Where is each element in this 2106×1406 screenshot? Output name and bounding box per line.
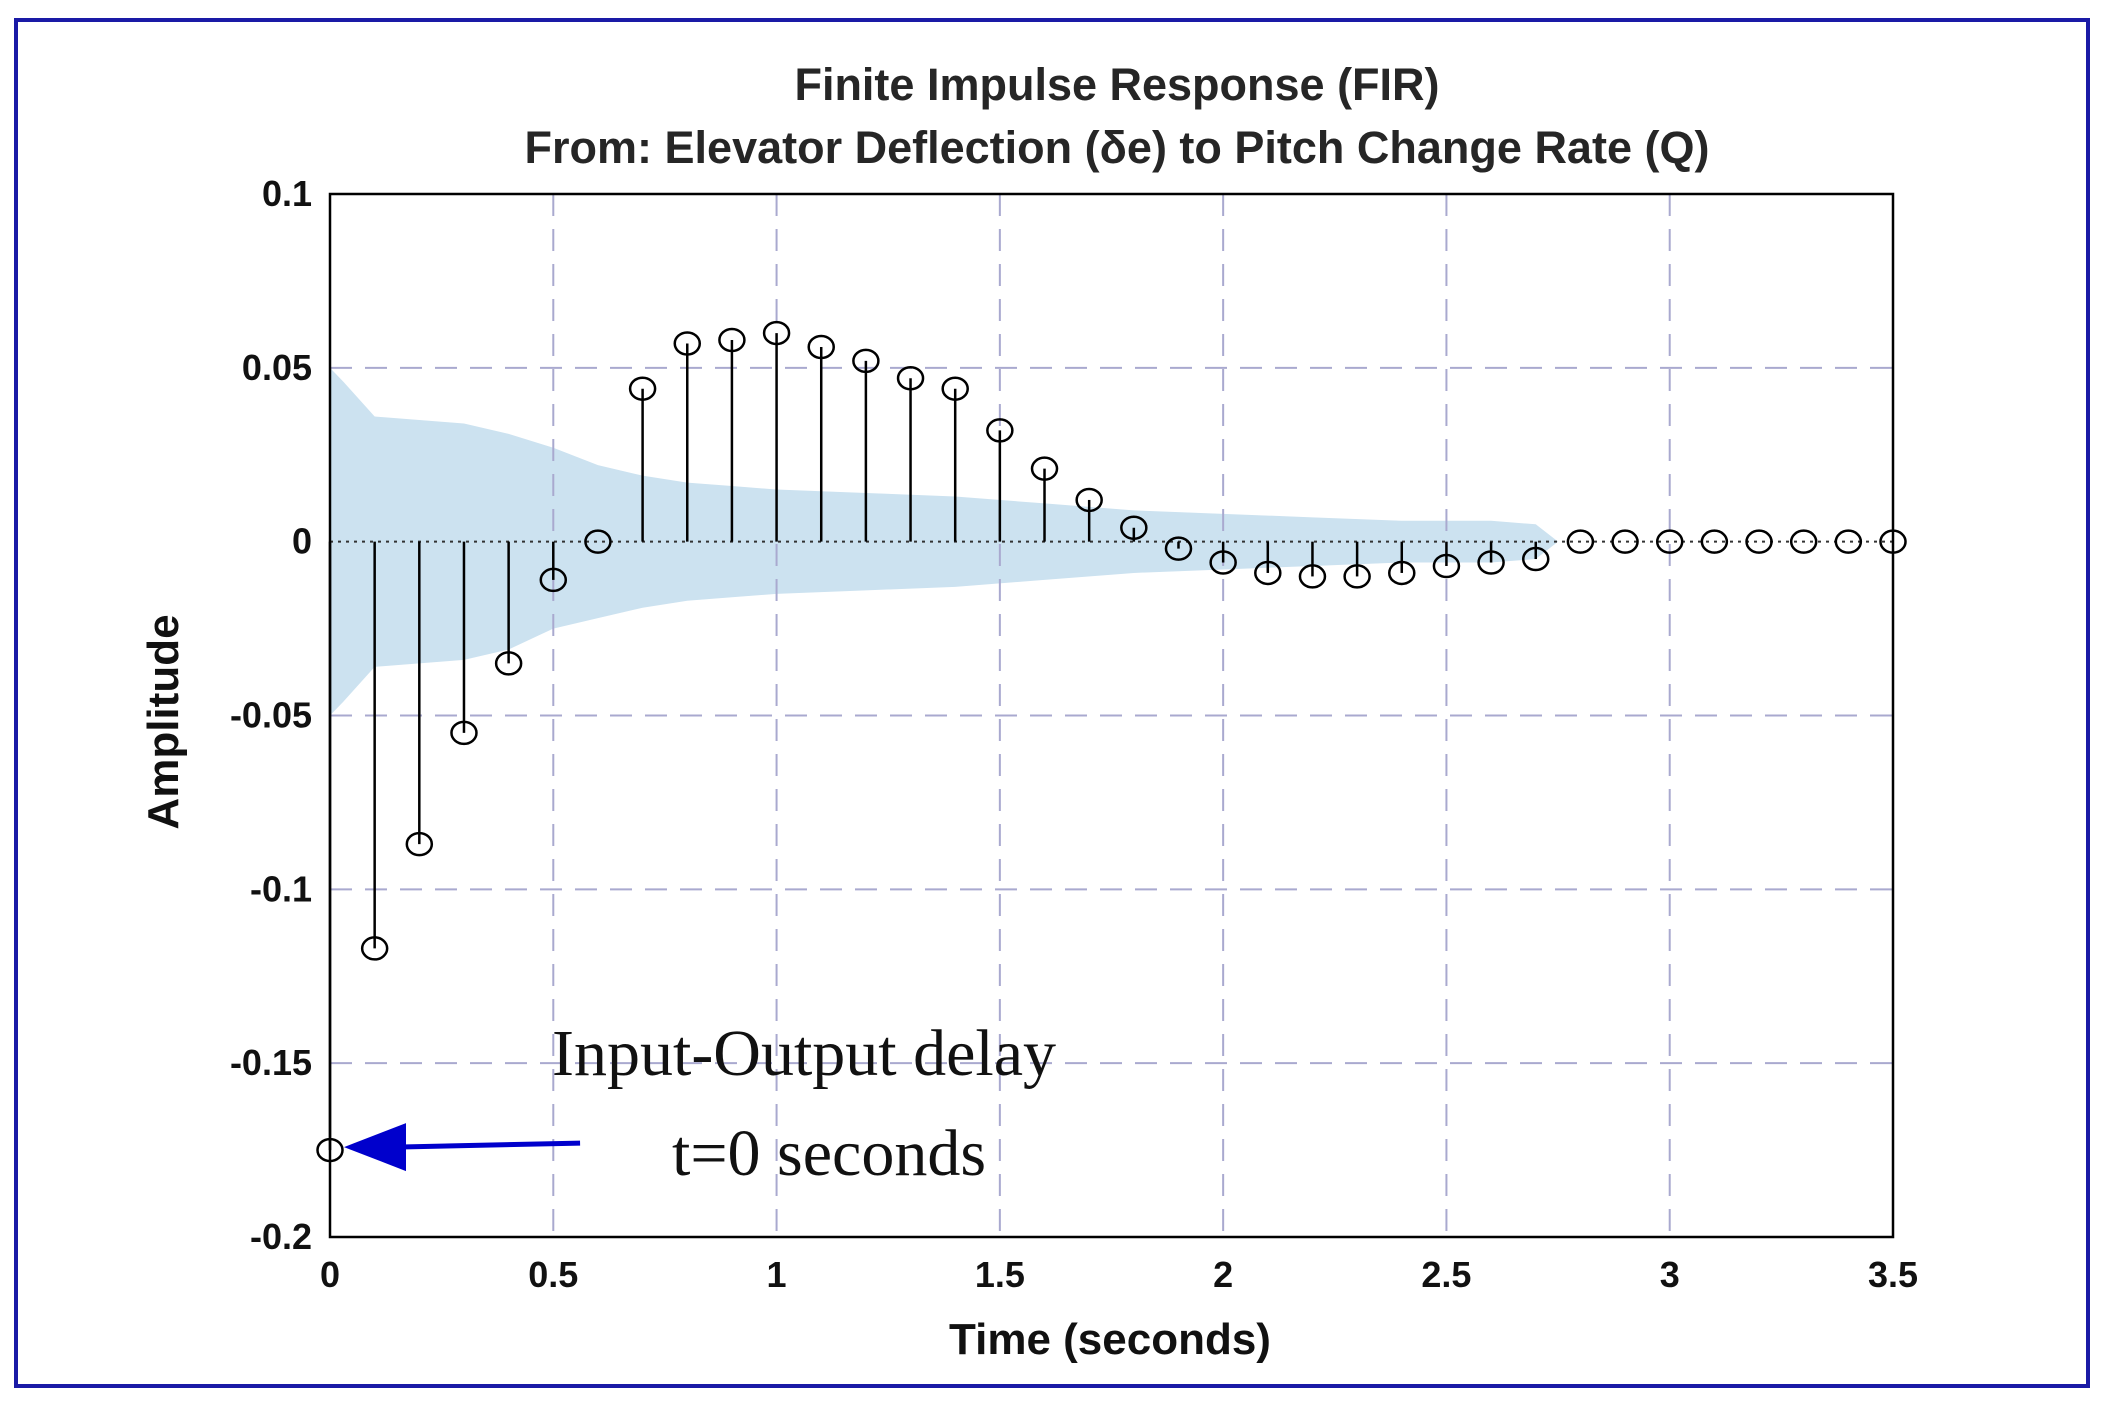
stem-marker: [807, 334, 835, 360]
stem-marker: [718, 327, 746, 353]
y-tick-label: -0.15: [230, 1042, 312, 1083]
y-tick-label: 0.1: [262, 173, 312, 214]
stem-marker: [628, 376, 657, 401]
stem-marker: [1030, 456, 1059, 481]
chart-title: Finite Impulse Response (FIR): [794, 59, 1439, 110]
stem-layer: [316, 320, 1907, 1163]
confidence-band-layer: [330, 367, 1559, 716]
stem-marker: [1477, 550, 1505, 575]
stem-marker: [494, 651, 523, 676]
grid-layer: [330, 194, 1893, 1237]
stem-marker: [1164, 536, 1193, 561]
chart-subtitle: From: Elevator Deflection (δe) to Pitch …: [525, 122, 1710, 173]
x-tick-label: 1.5: [975, 1254, 1025, 1295]
stem-marker: [1700, 529, 1729, 554]
y-tick-labels: 0.1 0.05 0 -0.05 -0.1 -0.15 -0.2: [230, 173, 312, 1257]
stem-marker: [1745, 529, 1773, 554]
x-tick-label: 3: [1660, 1254, 1680, 1295]
stem-marker: [1611, 529, 1639, 554]
stem-marker: [1521, 546, 1550, 572]
x-tick-label: 3.5: [1868, 1254, 1918, 1295]
x-tick-label: 0: [320, 1254, 340, 1295]
stem-marker: [316, 1137, 344, 1163]
y-tick-label: -0.1: [250, 868, 312, 909]
stem-marker: [941, 376, 969, 401]
stem-marker: [1655, 529, 1684, 554]
stem-marker: [986, 418, 1014, 443]
annotation-arrow-head: [344, 1123, 406, 1172]
stem-marker: [1209, 550, 1237, 575]
stem-marker: [584, 529, 612, 554]
stem-marker: [1298, 564, 1327, 589]
stem-marker: [1075, 487, 1103, 513]
stem-marker: [1120, 515, 1148, 541]
y-tick-label: 0.05: [242, 347, 312, 388]
stem-marker: [360, 936, 389, 961]
annotation-delay-label: Input-Output delay: [552, 1017, 1056, 1090]
stem-marker: [450, 720, 478, 746]
y-tick-label: -0.2: [250, 1216, 312, 1257]
stem-marker: [1834, 529, 1863, 554]
stem-marker: [762, 320, 791, 346]
stem-marker: [1432, 553, 1461, 579]
stem-marker: [1254, 560, 1282, 586]
x-tick-label: 2.5: [1421, 1254, 1471, 1295]
stem-marker: [1343, 564, 1371, 589]
x-tick-label: 2: [1213, 1254, 1233, 1295]
stem-marker: [1566, 529, 1595, 554]
stem-marker: [1789, 529, 1818, 554]
annotation-arrow-shaft: [400, 1140, 581, 1150]
y-tick-label: 0: [292, 521, 312, 562]
x-tick-label: 1: [767, 1254, 787, 1295]
x-tick-labels: 0 0.5 1 1.5 2 2.5 3 3.5: [320, 1254, 1918, 1295]
stem-marker: [405, 831, 434, 857]
x-axis-label: Time (seconds): [949, 1315, 1271, 1364]
stem-marker: [852, 348, 880, 374]
annotation: Input-Output delay t=0 seconds: [344, 1017, 1056, 1190]
annotation-time-label: t=0 seconds: [672, 1117, 986, 1190]
stem-marker: [1879, 529, 1907, 554]
stem-marker: [673, 331, 702, 356]
outer-frame: [14, 18, 2090, 1388]
confidence-band: [330, 367, 1559, 716]
stem-marker: [896, 366, 925, 391]
y-tick-label: -0.05: [230, 695, 312, 736]
stem-marker: [1388, 560, 1416, 586]
y-axis-label: Amplitude: [139, 614, 188, 829]
stem-marker: [539, 567, 568, 593]
x-tick-label: 0.5: [528, 1254, 578, 1295]
